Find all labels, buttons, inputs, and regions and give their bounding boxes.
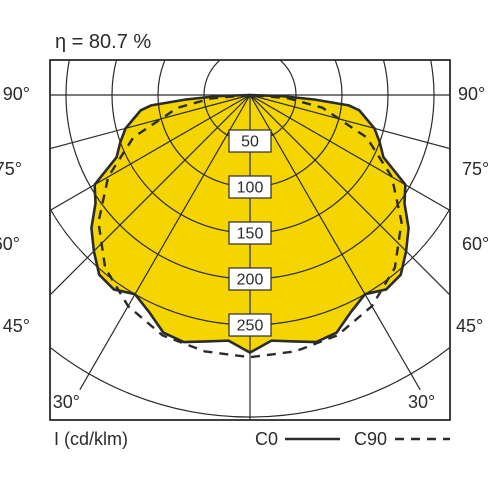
angle-label-left: 60° bbox=[0, 234, 20, 254]
radial-label: 250 bbox=[237, 318, 264, 335]
radial-label: 150 bbox=[237, 226, 264, 243]
angle-label-right: 90° bbox=[458, 84, 485, 104]
units-label: I (cd/klm) bbox=[54, 429, 128, 449]
angle-label-left: 30° bbox=[53, 392, 80, 412]
legend-label: C90 bbox=[354, 429, 387, 449]
legend-label: C0 bbox=[255, 429, 278, 449]
radial-label: 200 bbox=[237, 272, 264, 289]
angle-label-right: 45° bbox=[456, 316, 483, 336]
radial-label: 100 bbox=[237, 180, 264, 197]
efficiency-title: η = 80.7 % bbox=[55, 31, 151, 53]
angle-label-left: 75° bbox=[0, 159, 22, 179]
angle-label-right: 60° bbox=[462, 234, 489, 254]
radial-label: 50 bbox=[241, 134, 259, 151]
angle-label-right: 75° bbox=[462, 159, 489, 179]
angle-label-left: 90° bbox=[3, 84, 30, 104]
photometric-polar-chart: 50 100 150 200 250 η = 80.7 % 90° 75° 60° 45° 30° 9… bbox=[0, 0, 500, 500]
angle-label-left: 45° bbox=[3, 316, 30, 336]
angle-label-right: 30° bbox=[408, 392, 435, 412]
